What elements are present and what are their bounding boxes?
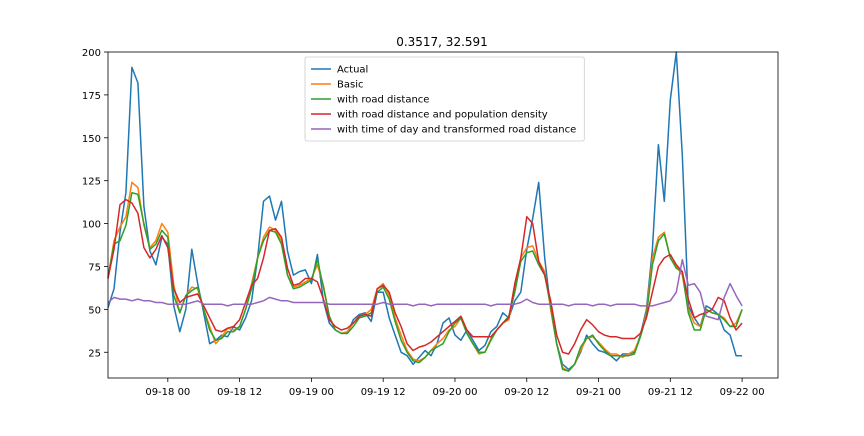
chart-title: 0.3517, 32.591: [396, 35, 488, 49]
x-tick-label: 09-20 12: [504, 387, 549, 398]
x-tick-label: 09-21 00: [576, 387, 621, 398]
series-line-3: [107, 198, 743, 355]
plot-series: [107, 51, 743, 372]
y-tick-label: 175: [82, 91, 101, 102]
legend-box: [304, 56, 585, 142]
plot-frame: [107, 51, 779, 379]
legend-label-3: with road distance and population densit…: [337, 110, 548, 121]
legend-label-1: Basic: [337, 80, 363, 91]
legend: Actual Basic with road distance with road d…: [304, 56, 585, 142]
legend-label-4: with time of day and transformed road di…: [337, 125, 576, 136]
series-line-2: [107, 191, 743, 372]
y-tick-label: 25: [88, 348, 101, 359]
x-tick-label: 09-22 00: [720, 387, 765, 398]
series-line-4: [107, 258, 743, 321]
y-tick-label: 100: [82, 220, 101, 231]
x-tick-label: 09-18 00: [145, 387, 190, 398]
y-tick-label: 150: [82, 134, 101, 145]
x-tick-label: 09-18 12: [217, 387, 262, 398]
legend-label-0: Actual: [337, 65, 368, 76]
x-tick-label: 09-21 12: [648, 387, 693, 398]
legend-label-2: with road distance: [337, 95, 429, 106]
y-tick-label: 200: [82, 48, 101, 59]
x-tick-label: 09-19 00: [289, 387, 334, 398]
y-tick-label: 50: [88, 305, 101, 316]
y-tick-label: 75: [88, 262, 101, 273]
x-tick-label: 09-19 12: [361, 387, 406, 398]
x-tick-label: 09-20 00: [432, 387, 477, 398]
y-tick-label: 125: [82, 177, 101, 188]
x-axis: 09-18 00 09-18 12 09-19 00 09-19 12 09-20 00…: [145, 378, 765, 398]
y-axis: 25 50 75 100 125 150 175 200: [82, 48, 108, 359]
